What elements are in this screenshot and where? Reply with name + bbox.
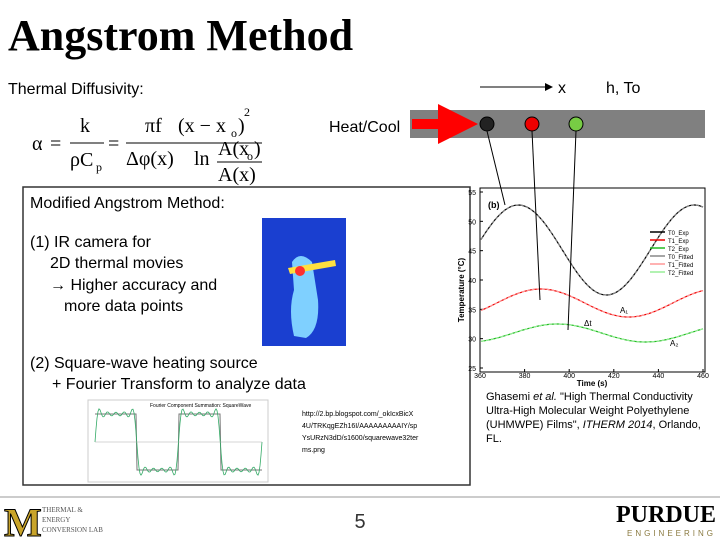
url-line: YsURzN3dD/s1600/squarewave32ter	[302, 435, 419, 442]
x-tick-label: 420	[608, 373, 620, 380]
cite-part: Ghasemi	[486, 391, 534, 403]
title: Angstrom Method	[8, 11, 353, 60]
lab-line: THERMAL &	[42, 506, 83, 514]
x-label: x	[558, 80, 566, 97]
annotation: A₁	[620, 306, 628, 315]
url: http://2.bp.blogspot.com/_okIcxBicX 4U/T…	[302, 411, 419, 454]
y-tick-label: 45	[468, 249, 476, 256]
fourier-title: Fourier Component Summation: SquareWave	[150, 403, 251, 409]
curve	[480, 288, 704, 318]
formula-part: =	[50, 133, 61, 155]
text-line: 2D thermal movies	[50, 255, 183, 272]
cite-part: , Orlando, FL.	[486, 419, 701, 445]
x-tick-label: 380	[519, 373, 531, 380]
formula-part: p	[96, 160, 102, 174]
x-label: Time (s)	[577, 379, 608, 388]
point-2: (2) Square-wave heating source + Fourier…	[30, 355, 306, 393]
probe-t0	[479, 116, 495, 132]
boundary-label: h, To	[606, 80, 641, 97]
x-tick-label: 360	[474, 373, 486, 380]
formula-part: =	[108, 133, 119, 155]
annotation: Δt	[584, 319, 592, 328]
curve	[480, 323, 704, 343]
formula-part: ln	[194, 148, 210, 170]
cite-part: et al.	[533, 391, 557, 403]
heat-label: Heat/Cool	[329, 119, 400, 136]
curve	[480, 204, 704, 296]
engineering: ENGINEERING	[627, 529, 716, 538]
formula-part: k	[80, 115, 90, 137]
y-tick-label: 30	[468, 337, 476, 344]
probe-t2	[568, 116, 584, 132]
formula-part: ρC	[70, 149, 93, 171]
plot-frame	[479, 187, 706, 373]
ir-sample	[291, 256, 319, 338]
text-line: → Higher accuracy and	[50, 277, 217, 294]
formula-part: o	[231, 126, 237, 140]
formula: α = k ρC p = πf (x − x o ) 2 Δφ(x) ln A(…	[32, 105, 262, 186]
x-tick-label: 400	[563, 373, 575, 380]
annotation: A₂	[670, 339, 678, 348]
lab-line: ENERGY	[42, 516, 70, 524]
formula-part: α	[32, 133, 43, 155]
url-line: 4U/TRKqgEZh16I/AAAAAAAAAIY/sp	[302, 423, 417, 430]
panel-label: (b)	[488, 200, 500, 210]
probe-line	[567, 130, 577, 331]
formula-part: )	[254, 138, 261, 160]
x-tick-label: 460	[697, 373, 709, 380]
logo-m: M	[4, 500, 42, 540]
legend-label: T0_Fitted	[668, 255, 693, 261]
y-tick-label: 35	[468, 307, 476, 314]
formula-part: (x − x	[178, 115, 226, 137]
citation: Ghasemi et al. "High Thermal Conductivit…	[486, 390, 714, 446]
probe-t1	[524, 116, 540, 132]
legend-label: T1_Fitted	[668, 263, 693, 269]
probe-line	[531, 130, 541, 301]
legend-label: T2_Fitted	[668, 271, 693, 277]
formula-part: πf	[145, 115, 162, 137]
formula-part: Δφ(x)	[126, 148, 174, 170]
text-line: (2) Square-wave heating source	[30, 355, 258, 372]
url-line: http://2.bp.blogspot.com/_okIcxBicX	[302, 411, 414, 418]
lab-name: THERMAL & ENERGY CONVERSION LAB	[42, 506, 103, 534]
y-tick-label: 25	[468, 366, 476, 373]
box-heading: Modified Angstrom Method:	[30, 195, 225, 212]
formula-part: A(x	[218, 138, 249, 160]
formula-part: 2	[244, 105, 250, 119]
y-tick-label: 50	[468, 219, 476, 226]
y-tick-label: 40	[468, 278, 476, 285]
y-tick-label: 55	[468, 190, 476, 197]
ir-hotspot	[295, 266, 305, 276]
legend-label: T0_Exp	[668, 231, 689, 237]
probe-line	[486, 130, 506, 206]
method-box	[22, 186, 471, 486]
x-tick-label: 440	[653, 373, 665, 380]
url-line: ms.png	[302, 447, 325, 454]
label: Thermal Diffusivity:	[8, 81, 144, 98]
legend-label: T2_Exp	[668, 247, 689, 253]
purdue: PURDUE	[616, 502, 716, 528]
point-1: (1) IR camera for 2D thermal movies → Hi…	[30, 234, 217, 315]
lab-line: CONVERSION LAB	[42, 526, 103, 534]
formula-part: A(x)	[218, 164, 256, 186]
formula-part: )	[238, 115, 245, 137]
text-line: (1) IR camera for	[30, 234, 152, 251]
text-line: more data points	[64, 298, 183, 315]
text-line: + Fourier Transform to analyze data	[52, 376, 306, 393]
fourier-plot	[94, 408, 263, 476]
cite-part: ITHERM 2014	[582, 419, 653, 431]
y-label: Temperature (°C)	[457, 257, 466, 322]
page-number: 5	[354, 511, 365, 533]
formula-part: o	[247, 149, 253, 163]
legend-label: T1_Exp	[668, 239, 689, 245]
cite-part: "High Thermal Conductivity Ultra-High Mo…	[486, 391, 693, 431]
